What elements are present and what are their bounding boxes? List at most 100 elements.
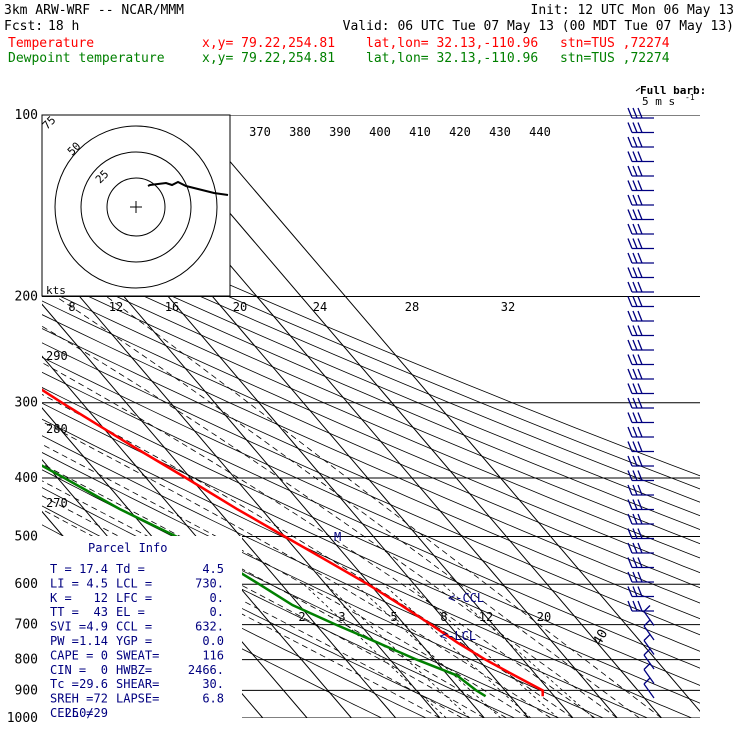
- moist-adiabat-20: [42, 393, 574, 718]
- barb-flag: [637, 310, 643, 322]
- wind-barb: [627, 122, 654, 134]
- parcel-row-10-col-1: 250/29: [65, 706, 108, 720]
- parcel-row-1-col-0: LI =: [50, 576, 79, 590]
- pressure-label-200: 200: [15, 290, 38, 305]
- hodograph-inset: 75 50 25 kts: [40, 114, 231, 297]
- dry-adiabat-label-280: 280: [46, 422, 68, 436]
- barb-flag: [627, 180, 633, 191]
- valid-time: Valid: 06 UTC Tue 07 May 13 (00 MDT Tue …: [343, 19, 734, 34]
- barb-flag: [637, 194, 643, 206]
- wind-barb: [627, 281, 654, 293]
- barb-flag: [632, 136, 638, 148]
- sounding-traces: [42, 388, 544, 698]
- theta-label-380: 380: [289, 125, 311, 139]
- parcel-info-title: Parcel Info: [88, 541, 167, 555]
- dry-adiabat-430: [42, 261, 700, 545]
- pressure-label-1000: 1000: [7, 711, 38, 726]
- dewpoint-station: stn=TUS ,72274: [560, 51, 670, 66]
- temperature-latlon: lat,lon= 32.13,-110.96: [366, 36, 538, 51]
- wind-barb: [627, 296, 654, 308]
- parcel-row-9-col-1: 72: [94, 692, 108, 706]
- barb-flag: [632, 209, 638, 220]
- theta-label-440: 440: [529, 125, 551, 139]
- mixing-ratio-line-5: [354, 583, 502, 718]
- parcel-row-3-col-0: TT =: [50, 605, 79, 619]
- wind-barb: [627, 180, 654, 192]
- barb-flag: [637, 441, 643, 452]
- barb-flag: [632, 455, 638, 467]
- parcel-row-6-col-3: 116: [202, 648, 224, 662]
- moist-adiabat-5: [42, 463, 507, 718]
- parcel-row-4-col-3: 632.: [195, 620, 224, 634]
- parcel-row-0-col-0: T =: [50, 562, 72, 576]
- m-marker: M: [334, 530, 341, 544]
- mixing-ratio-line-3: [325, 583, 470, 718]
- wind-barb: [627, 354, 654, 366]
- barb-flag: [632, 499, 638, 510]
- dry-adiabat-330: [42, 402, 700, 704]
- dry-adiabat-320: [42, 418, 692, 718]
- dewpoint-trace: [42, 464, 487, 698]
- dry-adiabat-360: [42, 356, 700, 652]
- wind-barb: [627, 325, 654, 337]
- barb-flag: [627, 600, 633, 612]
- theta-label-400: 400: [369, 125, 391, 139]
- barb-flag: [627, 499, 633, 510]
- barb-staff: [643, 654, 655, 670]
- parcel-row-0-col-1: 17.4: [79, 562, 108, 576]
- wind-barb: [627, 194, 654, 206]
- wind-barb: [627, 499, 654, 511]
- barb-flag: [627, 470, 633, 481]
- parcel-row-1-col-2: LCL =: [116, 576, 152, 590]
- parcel-row-9-col-3: 6.8: [202, 692, 224, 706]
- dry-adiabat-labels: 290 280 270: [46, 349, 68, 510]
- barb-flag: [627, 339, 633, 351]
- barb-legend-value: 5 m s: [642, 95, 675, 108]
- wind-barb: [627, 600, 654, 612]
- barb-flag: [632, 122, 638, 133]
- barb-flag: [637, 136, 643, 148]
- barb-flag: [637, 267, 643, 278]
- parcel-row-5-col-1: 1.14: [79, 634, 108, 648]
- barb-flag: [627, 397, 633, 409]
- barb-flag: [632, 470, 638, 481]
- parcel-row-2-col-1: 12: [94, 591, 108, 605]
- barb-staff: [643, 669, 655, 684]
- parcel-row-3-col-3: 0.: [210, 605, 224, 619]
- barb-flag: [637, 586, 643, 597]
- barb-flag: [637, 252, 643, 264]
- barb-flag: [632, 412, 638, 423]
- parcel-info-box: Parcel Info T = 17.4 Td = 4.5 LI = 4.5 LCL = 73…: [42, 536, 242, 720]
- barb-flag: [632, 600, 638, 612]
- barb-flag: [632, 383, 638, 394]
- parcel-row-6-col-0: CAPE =: [50, 648, 93, 662]
- moist-adiabat-35: [55, 296, 640, 718]
- theta-label-420: 420: [449, 125, 471, 139]
- barb-flag: [637, 223, 643, 235]
- barb-flag: [643, 677, 651, 685]
- barb-flag: [632, 441, 638, 452]
- parcel-row-6-col-2: SWEAT=: [116, 648, 159, 662]
- pressure-label-700: 700: [15, 618, 38, 633]
- barb-flag: [637, 180, 643, 191]
- isotherm-label-40: 40: [590, 627, 611, 648]
- barb-flag: [632, 194, 638, 206]
- moist-adiabat-15: [42, 421, 552, 718]
- temperature-series-name: Temperature: [8, 36, 94, 51]
- dewpoint-xy: x,y= 79.22,254.81: [202, 51, 335, 66]
- barb-flag: [637, 557, 643, 568]
- barb-flag: [627, 513, 633, 525]
- barb-flag: [637, 455, 643, 467]
- hodograph-ring-50: [80, 151, 192, 263]
- ccl-marker: <-CCL: [448, 591, 484, 605]
- barb-flag: [637, 122, 643, 133]
- wind-barb: [643, 663, 655, 684]
- wind-barb: [627, 441, 654, 453]
- barb-flag: [637, 165, 643, 177]
- parcel-row-7-col-2: HWBZ=: [116, 663, 152, 677]
- barb-flag: [627, 354, 633, 365]
- barb-flag: [643, 634, 651, 641]
- wind-barb: [627, 542, 654, 554]
- barb-flag: [627, 325, 633, 336]
- wind-barb: [627, 484, 654, 496]
